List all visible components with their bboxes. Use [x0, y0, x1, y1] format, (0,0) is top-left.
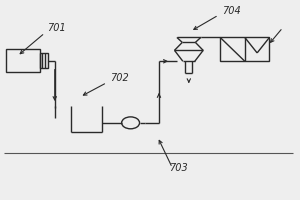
Text: 702: 702 — [110, 73, 128, 83]
Bar — [6, 49, 40, 72]
Bar — [220, 37, 269, 61]
Text: 701: 701 — [47, 23, 66, 33]
Text: 704: 704 — [222, 6, 240, 16]
Text: 703: 703 — [169, 163, 188, 173]
Bar — [40, 53, 48, 68]
